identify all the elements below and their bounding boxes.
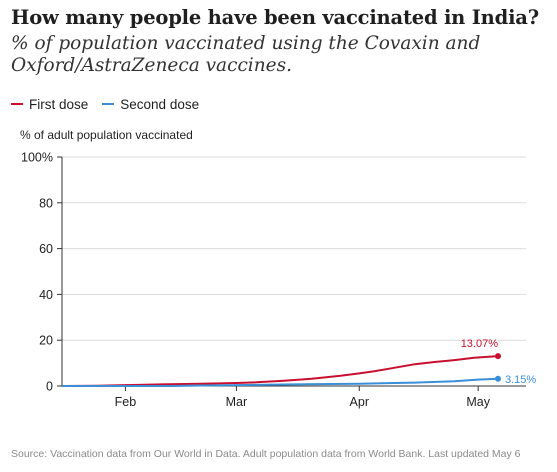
legend-label-first-dose: First dose (29, 96, 89, 112)
chart-subtitle: % of population vaccinated using the Cov… (11, 33, 481, 76)
series-line-first-dose (61, 355, 499, 387)
legend: First dose Second dose (11, 95, 213, 113)
source-note: Source: Vaccination data from Our World … (11, 448, 521, 460)
x-tick-label: Feb (115, 395, 137, 409)
legend-swatch-first-dose (11, 103, 23, 105)
y-tick-label: 100% (21, 151, 53, 165)
legend-item-first-dose: First dose (11, 97, 88, 112)
end-label-first-dose: 13.07% (461, 338, 499, 350)
y-axis-label: % of adult population vaccinated (20, 128, 193, 142)
series-line-second-dose (62, 377, 499, 387)
x-tick-label: Mar (226, 395, 248, 409)
y-tick-label: 20 (39, 334, 53, 348)
legend-swatch-second-dose (102, 103, 115, 105)
legend-item-second-dose: Second dose (102, 97, 199, 112)
y-tick-label: 60 (39, 242, 53, 256)
y-tick-label: 0 (46, 380, 53, 394)
chart-title: How many people have been vaccinated in … (11, 6, 539, 29)
end-point-first-dose (495, 353, 501, 360)
x-tick-label: Apr (350, 395, 369, 409)
end-point-second-dose (495, 375, 501, 382)
legend-label-second-dose: Second dose (120, 96, 200, 112)
end-label-second-dose: 3.15% (505, 374, 536, 386)
y-tick-label: 40 (39, 288, 53, 302)
x-tick-label: May (466, 395, 490, 409)
y-tick-label: 80 (39, 196, 53, 210)
